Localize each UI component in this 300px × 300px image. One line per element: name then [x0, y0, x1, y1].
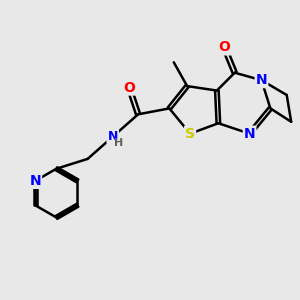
Text: O: O [218, 40, 230, 55]
Text: N: N [256, 73, 267, 87]
Text: O: O [123, 81, 135, 94]
Text: S: S [185, 127, 195, 141]
Text: N: N [108, 130, 118, 143]
Text: N: N [244, 127, 255, 141]
Text: N: N [29, 174, 41, 188]
Text: H: H [114, 138, 123, 148]
Text: N: N [108, 130, 118, 143]
